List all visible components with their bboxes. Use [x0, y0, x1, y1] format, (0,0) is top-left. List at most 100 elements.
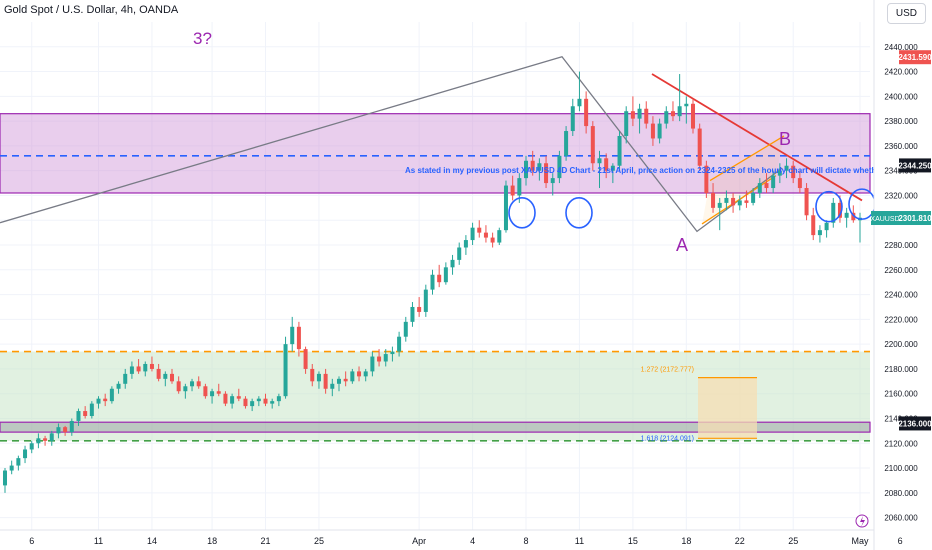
- candle: [316, 373, 321, 382]
- candle: [390, 351, 395, 355]
- candle: [243, 398, 248, 407]
- candle: [463, 240, 468, 248]
- candle: [430, 274, 435, 290]
- candle: [851, 212, 856, 221]
- candle: [764, 183, 769, 189]
- candle: [637, 108, 642, 119]
- channel-fill: [702, 135, 784, 224]
- x-tick-label: 11: [94, 536, 103, 546]
- candle: [357, 371, 362, 377]
- price-label-bg: [899, 50, 931, 65]
- point-a-label: A: [676, 235, 688, 255]
- lightning-glyph: [860, 516, 865, 527]
- candle: [149, 363, 154, 369]
- candle: [230, 396, 235, 404]
- candle: [16, 458, 21, 466]
- candle: [303, 349, 308, 369]
- candle: [103, 398, 108, 402]
- y-tick-label: 2280.000: [884, 241, 918, 250]
- y-tick-label: 2420.000: [884, 68, 918, 77]
- candle: [383, 354, 388, 362]
- x-tick-label: 6: [898, 536, 903, 546]
- candle: [650, 123, 655, 139]
- candle: [69, 420, 74, 433]
- candle: [584, 98, 589, 127]
- price-label: 2344.250: [898, 161, 932, 170]
- channel-upper-line: [709, 135, 785, 182]
- fib-box: [698, 377, 757, 439]
- candle: [36, 438, 41, 444]
- candle: [737, 200, 742, 206]
- candle: [450, 259, 455, 268]
- candle: [183, 386, 188, 392]
- candle: [784, 165, 789, 171]
- candle: [270, 401, 275, 404]
- candle: [691, 103, 696, 129]
- candle: [791, 165, 796, 179]
- candle: [670, 111, 675, 117]
- candle: [564, 131, 569, 156]
- candle: [276, 396, 281, 402]
- candle: [697, 128, 702, 166]
- candle: [771, 175, 776, 189]
- candle: [96, 398, 101, 404]
- y-tick-label: 2160.000: [884, 390, 918, 399]
- price-label-bg: [899, 416, 931, 431]
- note-text: As stated in my previous post XAUUSD 4D …: [405, 166, 932, 175]
- candle: [56, 427, 61, 434]
- candle: [470, 227, 475, 241]
- candle: [624, 111, 629, 136]
- x-tick-label: 21: [261, 536, 271, 546]
- candle: [336, 378, 341, 384]
- y-tick-label: 2360.000: [884, 142, 918, 151]
- y-tick-label: 2080.000: [884, 489, 918, 498]
- candle: [724, 197, 729, 203]
- candle: [757, 183, 762, 193]
- x-tick-label: 14: [147, 536, 157, 546]
- candle: [831, 202, 836, 223]
- candle: [490, 237, 495, 243]
- currency-button[interactable]: USD: [886, 3, 926, 24]
- candle: [530, 160, 535, 171]
- candle: [417, 306, 422, 312]
- candle: [263, 398, 268, 404]
- candle: [644, 108, 649, 124]
- candle: [83, 411, 88, 417]
- candle: [837, 202, 842, 218]
- candle: [403, 321, 408, 337]
- y-tick-label: 2400.000: [884, 92, 918, 101]
- candle: [256, 398, 261, 402]
- candle: [203, 386, 208, 397]
- y-tick-label: 2380.000: [884, 117, 918, 126]
- x-tick-label: 6: [29, 536, 34, 546]
- point-b-label: B: [779, 129, 791, 149]
- y-tick-label: 2320.000: [884, 191, 918, 200]
- candle: [129, 366, 134, 374]
- candle: [570, 106, 575, 132]
- candle: [216, 391, 221, 394]
- candle: [797, 178, 802, 189]
- chart-title: Gold Spot / U.S. Dollar, 4h, OANDA: [4, 4, 179, 16]
- channel-lower-line: [701, 175, 777, 225]
- candle: [196, 381, 201, 387]
- candle: [423, 289, 428, 312]
- candle: [123, 373, 128, 384]
- candle: [410, 306, 415, 322]
- candle: [63, 427, 68, 433]
- candle: [550, 178, 555, 184]
- y-tick-label: 2100.000: [884, 464, 918, 473]
- candle: [296, 326, 301, 350]
- y-tick-label: 2180.000: [884, 365, 918, 374]
- candle: [824, 222, 829, 231]
- candle: [350, 371, 355, 382]
- candle: [524, 160, 529, 179]
- candle: [143, 363, 148, 372]
- candle: [89, 403, 94, 417]
- candle: [156, 368, 161, 379]
- candle: [804, 188, 809, 216]
- candle: [657, 123, 662, 139]
- last-symbol-tag: [871, 211, 899, 226]
- candle: [503, 185, 508, 231]
